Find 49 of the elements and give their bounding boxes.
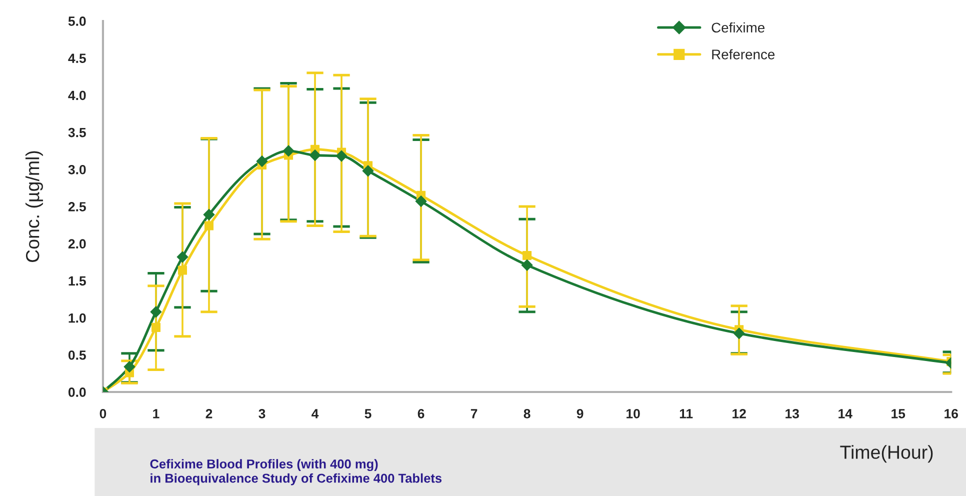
y-tick-label: 2.5 [68,202,86,212]
point [415,196,427,208]
x-tick-label: 12 [732,409,746,418]
y-tick-label: 1.0 [68,313,86,323]
point [203,208,215,220]
point [362,165,374,177]
point [309,150,321,162]
point [336,150,348,162]
x-tick-label: 7 [470,409,478,418]
y-tick-label: 3.5 [68,128,86,138]
point [124,361,136,372]
legend-label: Reference [712,49,775,60]
x-tick-label: 16 [944,409,958,418]
y-tick-label: 2.0 [68,239,86,248]
y-tick-label: 3.0 [68,164,86,174]
point [151,322,160,332]
x-tick-label: 2 [206,409,212,418]
point [150,306,162,318]
x-tick-label: 15 [892,409,906,418]
y-tick-label: 4.5 [68,54,86,63]
legend-label: Cefixime [712,22,764,33]
x-tick-label: 10 [626,409,640,418]
x-tick-label: 6 [418,409,424,418]
x-tick-label: 1 [153,409,160,418]
y-tick-label: 0.0 [68,388,86,397]
x-tick-label: 9 [576,409,584,418]
point [521,259,533,271]
y-axis-title: Conc. (µg/ml) [25,151,43,262]
x-tick-label: 8 [524,409,530,418]
point [256,155,268,167]
x-tick-label: 11 [680,409,693,418]
x-tick-label: 4 [312,409,319,418]
y-tick-label: 5.0 [68,16,86,26]
point [282,145,294,157]
point [204,221,214,230]
y-tick-label: 0.5 [68,350,86,360]
y-tick-label: 4.0 [68,90,86,100]
point [733,328,745,340]
x-tick-label: 3 [258,409,266,418]
text: Cefixime Blood Profiles (with 400 mg) in Bioequivalence Study of Cefixime 400 Tablets [150,459,442,486]
x-tick-label: 0 [100,409,106,418]
point [178,266,188,275]
point [176,251,188,263]
x-tick-label: 5 [364,409,372,418]
y-tick-label: 1.5 [68,276,86,286]
x-tick-label: 14 [838,409,852,418]
x-axis-title: Time(Hour) [840,445,933,463]
point [522,250,532,260]
x-tick-label: 13 [786,409,799,418]
